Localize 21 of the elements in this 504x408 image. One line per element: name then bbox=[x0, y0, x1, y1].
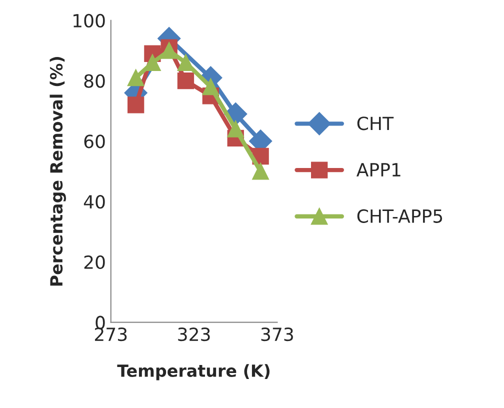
x-tick-label: 273 bbox=[94, 328, 127, 342]
point bbox=[177, 54, 194, 72]
y-tick-label: 100 bbox=[74, 14, 105, 28]
legend-label: APP1 bbox=[356, 163, 400, 176]
x-axis-title: Temperature (K) bbox=[117, 364, 270, 380]
point bbox=[177, 72, 194, 90]
x-tick-label: 323 bbox=[178, 328, 210, 342]
legend-label: CHT bbox=[357, 116, 394, 130]
point bbox=[160, 42, 178, 59]
legend-label: CHT-APP5 bbox=[357, 209, 442, 223]
x-tick-label: 373 bbox=[261, 328, 293, 342]
y-axis-title: Percentage Removal (%) bbox=[50, 57, 66, 286]
point bbox=[127, 96, 144, 114]
point bbox=[252, 163, 269, 180]
point bbox=[202, 78, 220, 96]
y-tick-label: 40 bbox=[84, 195, 105, 209]
point bbox=[227, 120, 244, 138]
point bbox=[127, 69, 144, 86]
y-tick-label: 60 bbox=[84, 134, 105, 148]
y-tick-label: 80 bbox=[84, 74, 105, 88]
y-tick-label: 20 bbox=[84, 255, 105, 270]
